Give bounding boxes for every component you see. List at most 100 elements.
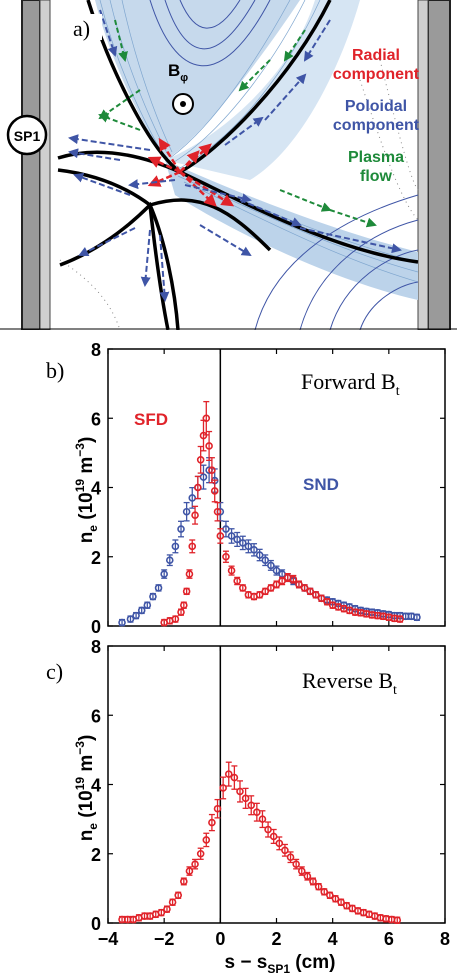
data-point: [267, 561, 275, 570]
y-tick-label: 6: [91, 706, 101, 726]
data-point: [182, 587, 191, 596]
sp1-marker: [6, 114, 48, 156]
data-point: [272, 566, 281, 575]
bphi-label: Bφ: [168, 61, 188, 84]
y-tick-label: 8: [91, 340, 101, 360]
panel-b-ylabel: ne (1019 m−3): [73, 437, 100, 544]
legend-flow-line1: Plasma: [348, 149, 404, 166]
data-point: [188, 494, 197, 502]
x-axis-label: s − sSP1 (cm): [225, 952, 336, 976]
data-point: [253, 808, 261, 817]
data-point: [191, 860, 199, 868]
data-point: [185, 570, 194, 578]
legend-radial-line2: component: [333, 66, 420, 83]
x-tick-label: 0: [215, 929, 225, 949]
data-point: [180, 601, 188, 610]
data-point: [171, 542, 180, 551]
data-point: [168, 898, 177, 907]
data-point: [224, 770, 233, 778]
data-point: [177, 608, 185, 616]
x-tick-label: −4: [98, 929, 119, 949]
data-point: [143, 601, 152, 610]
panel-b-title: Forward Bt: [301, 369, 400, 399]
data-point: [233, 577, 241, 585]
data-point: [236, 787, 244, 796]
data-point: [396, 615, 404, 623]
data-point: [230, 773, 239, 782]
data-point: [314, 882, 323, 891]
panel-c-ylabel-text: ne (1019 m−3): [73, 735, 100, 842]
x-tick-label: 8: [440, 929, 450, 949]
y-tick-label: 0: [91, 617, 101, 637]
data-point: [289, 575, 298, 584]
right-wall: [427, 0, 451, 330]
data-point: [213, 804, 222, 813]
data-point: [393, 916, 402, 925]
panel-a-legend: Radial component Poloidal component Plas…: [333, 47, 420, 185]
panel-c-ticks: 0 2 4 6 8 −4 −2 0 2 4 6 8: [91, 637, 450, 949]
data-point: [194, 483, 202, 492]
data-point: [297, 867, 306, 875]
data-point: [239, 539, 247, 547]
data-point: [205, 442, 213, 450]
panel-c: 0 2 4 6 8 −4 −2 0 2 4 6 8 c) Reverse Bt ne (1019 m−…: [46, 637, 450, 976]
x-tick-label: 2: [271, 929, 281, 949]
right-wall-inner: [417, 0, 429, 330]
panel-a-label-bg: [70, 14, 102, 40]
panel-c-points: [118, 761, 402, 925]
sol-region-mid: [165, 0, 360, 180]
data-point: [241, 794, 250, 803]
faint-flux-dots: [59, 59, 419, 330]
data-point: [118, 618, 126, 627]
data-point: [213, 507, 222, 516]
legend-radial-line1: Radial: [352, 47, 400, 64]
data-point: [247, 801, 256, 810]
data-point: [132, 611, 140, 620]
data-point: [188, 542, 197, 551]
data-point: [165, 556, 174, 565]
sol-region: [95, 0, 300, 160]
data-point: [286, 853, 295, 862]
y-tick-label: 2: [91, 845, 101, 865]
data-point: [177, 525, 185, 533]
data-point: [227, 566, 236, 575]
left-wall: [21, 0, 41, 330]
data-point: [292, 860, 300, 868]
legend-poloidal-line2: component: [333, 117, 420, 134]
data-point: [281, 846, 289, 855]
data-point: [199, 473, 208, 481]
data-point: [222, 552, 230, 561]
data-point: [219, 784, 227, 792]
panel-b: 0 2 4 6 8 b) Forward Bt SFD SND ne (1019 m−3…: [46, 340, 446, 637]
data-point: [303, 872, 312, 881]
data-point: [258, 815, 267, 823]
y-tick-label: 6: [91, 409, 101, 429]
data-point: [171, 615, 180, 623]
data-point: [196, 849, 205, 858]
panel-b-label: b): [46, 358, 64, 383]
data-point: [185, 867, 194, 875]
panel-a-label: a): [73, 16, 90, 41]
data-point: [210, 487, 219, 495]
data-point: [208, 466, 216, 474]
data-point: [239, 584, 247, 592]
panel-b-points: [118, 400, 421, 627]
bphi-dot: [180, 101, 186, 107]
data-point: [413, 613, 421, 622]
series-label-sfd: SFD: [134, 410, 168, 429]
panel-a-schematic: SP1 Bφ: [0, 0, 457, 330]
data-point: [275, 839, 284, 848]
data-point: [202, 836, 211, 844]
x-tick-label: −2: [154, 929, 175, 949]
poloidal-arrows: [68, 9, 402, 302]
data-point: [309, 877, 317, 886]
data-point: [180, 877, 188, 886]
sp1-label: SP1: [14, 128, 41, 144]
data-point: [202, 414, 211, 423]
x-tick-label: 6: [384, 929, 394, 949]
data-point: [160, 570, 168, 578]
data-point: [244, 542, 253, 551]
data-point: [174, 891, 183, 900]
data-point: [196, 455, 205, 464]
